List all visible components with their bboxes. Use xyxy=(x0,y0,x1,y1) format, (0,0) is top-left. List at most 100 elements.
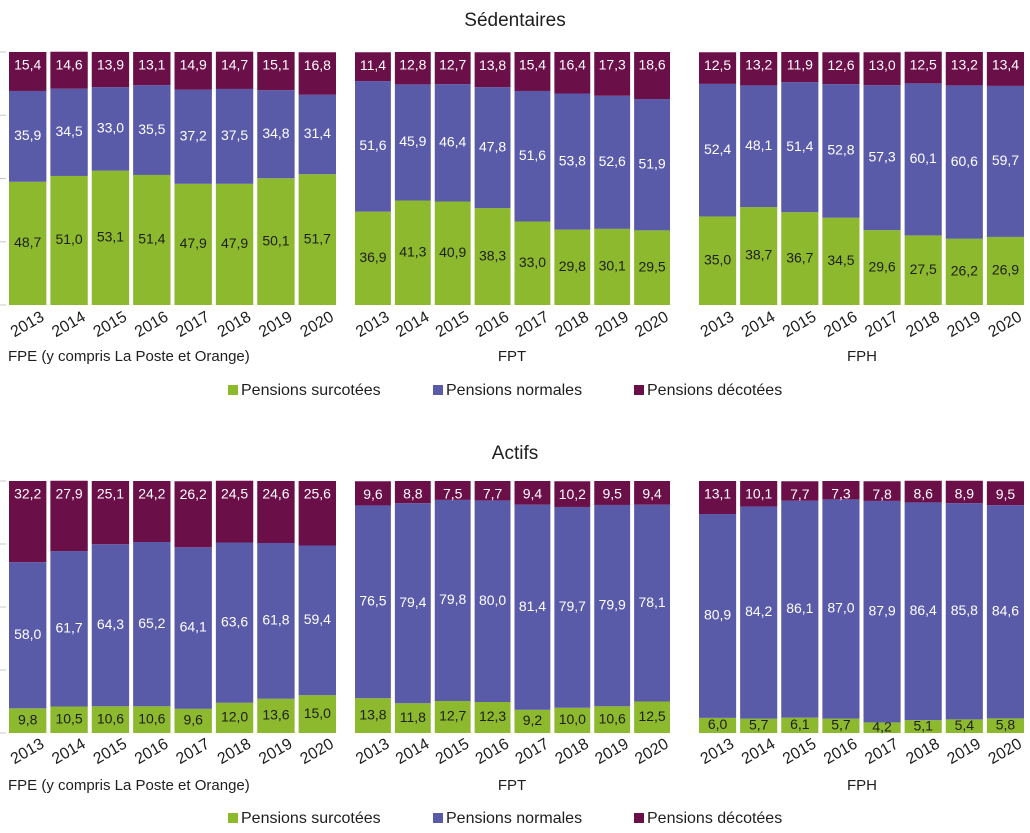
bar-segment xyxy=(554,506,591,708)
legend-swatch xyxy=(634,813,644,823)
bar-segment xyxy=(174,183,212,305)
data-label: 27,9 xyxy=(55,485,82,501)
bar-segment xyxy=(781,481,819,501)
data-label: 13,9 xyxy=(97,57,124,73)
data-label: 12,5 xyxy=(910,56,937,72)
x-tick-label: 2014 xyxy=(49,735,88,768)
x-tick-label: 2015 xyxy=(91,308,130,341)
legend-label: Pensions normales xyxy=(446,382,582,399)
legend-label: Pensions décotées xyxy=(647,810,782,827)
data-label: 61,8 xyxy=(262,612,289,628)
bar-segment xyxy=(394,481,431,504)
data-label: 17,3 xyxy=(599,57,626,73)
bar-segment xyxy=(822,499,860,719)
bar-segment xyxy=(634,481,670,505)
bar-segment xyxy=(298,174,336,305)
data-label: 86,1 xyxy=(786,600,813,616)
data-label: 53,8 xyxy=(559,152,586,168)
bar-segment xyxy=(474,500,511,703)
bar-segment xyxy=(699,52,737,84)
x-tick-label: 2015 xyxy=(780,308,819,341)
bar-segment xyxy=(257,481,295,543)
data-label: 6,1 xyxy=(790,716,810,732)
bar-segment xyxy=(215,702,254,733)
group-label: FPE (y compris La Poste et Orange) xyxy=(8,348,250,365)
data-label: 51,4 xyxy=(138,231,165,247)
data-label: 65,2 xyxy=(138,615,165,631)
legend-swatch xyxy=(228,813,238,823)
data-label: 78,1 xyxy=(638,594,665,610)
data-label: 10,6 xyxy=(599,710,626,726)
x-tick-label: 2018 xyxy=(553,735,592,768)
bar-segment xyxy=(904,502,942,721)
data-label: 24,5 xyxy=(221,485,248,501)
bar-segment xyxy=(9,562,47,709)
bar-group: 35,0 52,4 12,5 2013 38,7 48,1 13,2 2014 36,7 51,4… xyxy=(698,51,1025,365)
bar-group: 36,9 51,6 11,4 2013 41,3 45,9 12,8 2014 40,9 46,4… xyxy=(353,52,672,365)
data-label: 51,6 xyxy=(519,147,546,163)
x-tick-label: 2019 xyxy=(256,308,295,341)
x-tick-label: 2015 xyxy=(91,735,130,768)
bar-segment xyxy=(822,217,860,305)
bar-segment xyxy=(474,208,511,305)
bar-segment xyxy=(904,51,942,84)
data-label: 7,7 xyxy=(483,486,503,502)
bar-segment xyxy=(91,52,130,88)
legend-label: Pensions surcotées xyxy=(241,382,381,399)
data-label: 9,6 xyxy=(363,486,383,502)
bar-segment xyxy=(215,542,254,703)
data-label: 51,4 xyxy=(786,138,813,154)
data-label: 60,6 xyxy=(951,153,978,169)
bar-segment xyxy=(781,82,819,213)
bar-segment xyxy=(474,52,511,88)
bar-segment xyxy=(554,229,591,305)
data-label: 29,5 xyxy=(638,258,665,274)
data-label: 52,4 xyxy=(704,141,731,157)
data-label: 9,4 xyxy=(523,486,543,502)
bar-segment xyxy=(91,706,130,733)
data-label: 53,1 xyxy=(97,229,124,245)
data-label: 33,0 xyxy=(519,254,546,270)
x-tick-label: 2019 xyxy=(592,735,631,768)
data-label: 51,7 xyxy=(304,230,331,246)
bar-segment xyxy=(257,178,295,305)
data-label: 13,6 xyxy=(262,707,289,723)
data-label: 61,7 xyxy=(55,620,82,636)
bar-group: 9,8 58,0 32,2 2013 10,5 61,7 27,9 2014 10,6 64,3 2… xyxy=(0,480,337,794)
bar-segment xyxy=(514,481,551,505)
bar-segment xyxy=(9,181,47,305)
data-label: 7,7 xyxy=(790,486,810,502)
data-label: 47,9 xyxy=(180,235,207,251)
bar-segment xyxy=(594,504,631,707)
data-label: 16,8 xyxy=(304,57,331,73)
bar-segment xyxy=(174,52,212,90)
data-label: 9,6 xyxy=(183,712,203,728)
data-label: 58,0 xyxy=(14,626,41,642)
bar-segment xyxy=(298,481,336,546)
data-label: 35,5 xyxy=(138,121,165,137)
x-tick-label: 2014 xyxy=(739,308,778,341)
bar-segment xyxy=(904,83,942,236)
bar-segment xyxy=(594,228,631,305)
data-label: 26,2 xyxy=(951,263,978,279)
bar-segment xyxy=(514,90,551,222)
x-tick-label: 2015 xyxy=(433,735,472,768)
x-tick-label: 2013 xyxy=(353,735,392,768)
data-label: 10,6 xyxy=(138,710,165,726)
data-label: 41,3 xyxy=(399,243,426,259)
data-label: 80,9 xyxy=(704,607,731,623)
bar-segment xyxy=(904,235,942,305)
bar-segment xyxy=(133,481,171,542)
x-tick-label: 2019 xyxy=(592,308,631,341)
legend-label: Pensions décotées xyxy=(647,382,782,399)
bar-segment xyxy=(474,702,511,733)
x-tick-label: 2013 xyxy=(698,735,737,768)
bar-segment xyxy=(634,99,670,231)
bar-segment xyxy=(298,94,336,175)
chart-title: Sédentaires xyxy=(464,10,565,31)
data-label: 47,9 xyxy=(221,235,248,251)
bar-segment xyxy=(781,52,819,83)
data-label: 11,4 xyxy=(360,57,386,73)
chart-sedentaires: Sédentaires 48,7 35,9 15,4 2013 51,0 34,5 14,6 2… xyxy=(0,10,1025,399)
